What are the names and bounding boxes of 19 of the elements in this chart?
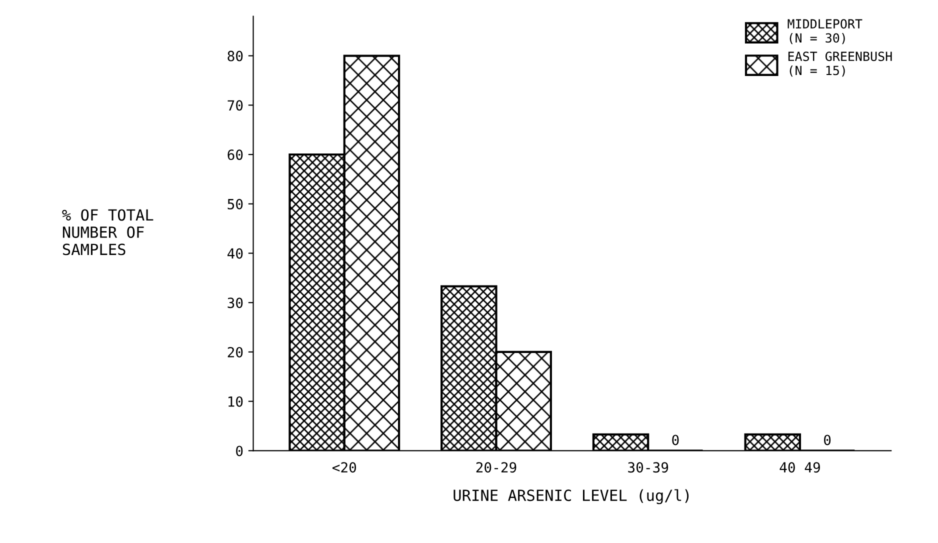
x-axis-title: URINE ARSENIC LEVEL (ug/l) bbox=[454, 489, 689, 504]
y-tick-label: 20 bbox=[228, 346, 243, 358]
y-tick-label: 60 bbox=[228, 150, 243, 160]
y-axis-title: % OF TOTAL NUMBER OF SAMPLES bbox=[62, 209, 154, 256]
x-tick-label: 30-39 bbox=[628, 462, 668, 473]
y-tick-label: 10 bbox=[228, 396, 243, 407]
data-label: 0 bbox=[824, 434, 831, 446]
x-tick-label: <20 bbox=[332, 462, 356, 473]
y-tick-label: 70 bbox=[228, 100, 243, 111]
y-tick-label: 40 bbox=[228, 248, 243, 259]
data-label: 0 bbox=[672, 434, 679, 446]
y-tick-label: 50 bbox=[228, 198, 243, 210]
y-tick-label: 80 bbox=[228, 50, 243, 62]
x-tick-label: 40 49 bbox=[780, 462, 820, 473]
legend-label: MIDDLEPORT (N = 30) bbox=[788, 19, 862, 44]
x-tick-label: 20-29 bbox=[476, 462, 516, 473]
y-tick-label: 0 bbox=[236, 446, 243, 456]
legend-label: EAST GREENBUSH (N = 15) bbox=[788, 52, 892, 77]
y-tick-label: 30 bbox=[228, 298, 243, 308]
